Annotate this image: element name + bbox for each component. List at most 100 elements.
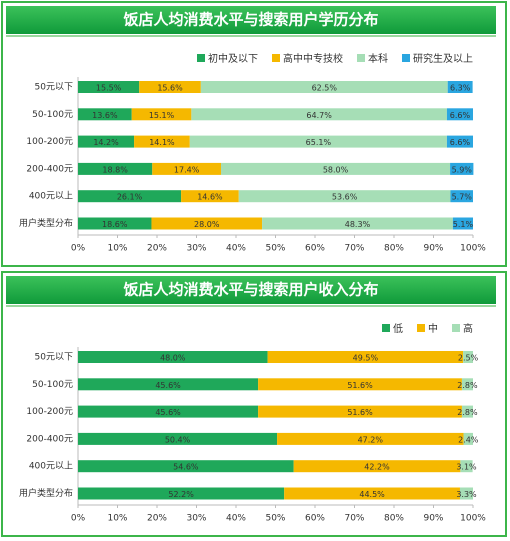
x-tick-label: 0% [71, 244, 86, 254]
bar-segment [446, 108, 473, 121]
bar-segment [258, 378, 462, 391]
bar-segment [78, 217, 152, 230]
x-tick-label: 20% [147, 244, 167, 254]
legend-label: 研究生及以上 [413, 52, 473, 65]
x-tick-label: 100% [460, 244, 486, 254]
bar-segment [181, 190, 239, 203]
bar-segment [463, 432, 473, 445]
value-label: 18.8% [102, 165, 128, 174]
legend-swatch [452, 324, 460, 332]
x-tick-label: 80% [384, 514, 404, 524]
y-tick-label: 200-400元 [26, 434, 73, 444]
x-tick-label: 70% [344, 244, 364, 254]
bar-segment [191, 108, 447, 121]
x-tick-label: 90% [423, 244, 443, 254]
x-tick-label: 70% [344, 514, 364, 524]
y-tick-label: 400元以上 [29, 191, 73, 202]
value-label: 51.6% [347, 381, 373, 390]
y-tick-label: 100-200元 [26, 137, 73, 147]
x-tick-label: 50% [265, 244, 285, 254]
x-tick-label: 30% [186, 514, 206, 524]
bar-segment [78, 405, 259, 418]
bar-segment [220, 162, 451, 175]
value-label: 53.6% [332, 193, 358, 202]
value-label: 51.6% [347, 408, 373, 417]
bar-segment [238, 190, 451, 203]
y-tick-label: 用户类型分布 [19, 487, 73, 499]
bar-segment [450, 190, 473, 203]
bar-segment [78, 378, 259, 391]
bar-segment [258, 405, 462, 418]
legend-label: 低 [393, 322, 403, 335]
legend-label: 本科 [368, 52, 388, 65]
legend-swatch [357, 54, 365, 62]
bar-segment [463, 351, 473, 363]
legend: 低中高 [382, 322, 473, 335]
value-label: 14.1% [149, 138, 175, 147]
value-label: 42.2% [364, 463, 390, 472]
bar-segment [78, 460, 294, 473]
value-label: 5.9% [452, 165, 473, 174]
x-tick-label: 50% [265, 514, 285, 524]
value-label: 58.0% [323, 165, 349, 174]
bar-segment [262, 217, 453, 230]
bar-segment [267, 351, 464, 363]
bar-segment [461, 378, 473, 391]
value-label: 6.6% [450, 111, 471, 120]
x-tick-label: 30% [186, 244, 206, 254]
value-label: 48.3% [345, 220, 371, 229]
bar-segment [284, 487, 460, 500]
bar-segment [293, 460, 461, 473]
x-tick-label: 60% [305, 244, 325, 254]
value-label: 47.2% [358, 435, 384, 444]
legend-swatch [272, 54, 280, 62]
bar-segment [78, 432, 278, 445]
x-tick-label: 20% [147, 514, 167, 524]
x-tick-label: 100% [460, 514, 486, 524]
value-label: 18.6% [102, 220, 128, 229]
bar-segment [131, 108, 192, 121]
legend-swatch [382, 324, 390, 332]
value-label: 54.6% [173, 463, 199, 472]
value-label: 45.6% [155, 381, 181, 390]
value-label: 26.1% [117, 193, 143, 202]
y-tick-label: 用户类型分布 [19, 217, 73, 229]
bar-segment [152, 162, 221, 175]
x-tick-label: 10% [107, 514, 127, 524]
bar-segment [78, 351, 268, 363]
bar-segment [78, 162, 153, 175]
value-label: 65.1% [306, 138, 332, 147]
legend-swatch [402, 54, 410, 62]
bar-segment [78, 190, 182, 203]
value-label: 2.4% [458, 435, 479, 444]
y-tick-label: 100-200元 [26, 407, 73, 417]
x-tick-label: 40% [226, 514, 246, 524]
bar-segment [189, 135, 447, 148]
value-label: 14.6% [197, 193, 223, 202]
value-label: 6.6% [450, 138, 471, 147]
y-tick-label: 50-100元 [32, 110, 73, 120]
x-tick-label: 80% [384, 244, 404, 254]
value-label: 52.2% [168, 490, 194, 499]
value-label: 6.3% [450, 84, 471, 93]
value-label: 48.0% [160, 354, 186, 363]
legend-label: 高 [463, 322, 473, 335]
bar-segment [78, 135, 135, 148]
value-label: 2.8% [457, 381, 478, 390]
x-tick-label: 10% [107, 244, 127, 254]
value-label: 49.5% [353, 354, 379, 363]
value-label: 50.4% [165, 435, 191, 444]
bar-segment [461, 405, 473, 418]
bar-segment [134, 135, 190, 148]
bar-segment [277, 432, 464, 445]
chart-title: 饭店人均消费水平与搜索用户收入分布 [122, 281, 378, 299]
y-tick-label: 50元以下 [35, 83, 73, 93]
value-label: 2.5% [458, 354, 479, 363]
value-label: 15.5% [96, 84, 122, 93]
value-label: 15.1% [149, 111, 175, 120]
bar-segment [450, 162, 474, 175]
bar-segment [446, 135, 473, 148]
value-label: 62.5% [312, 84, 338, 93]
value-label: 14.2% [93, 138, 119, 147]
